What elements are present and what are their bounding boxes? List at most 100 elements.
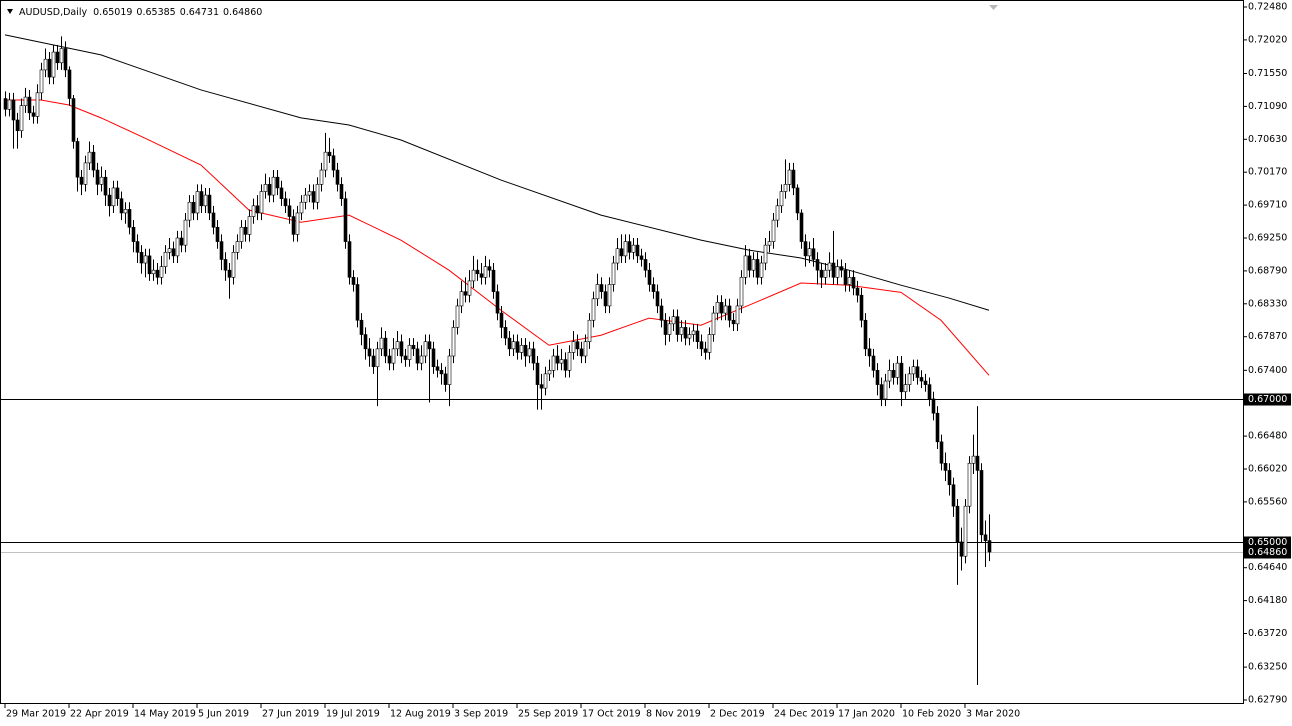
shift-marker[interactable] bbox=[989, 5, 998, 10]
candle-body bbox=[463, 291, 468, 296]
candle-body bbox=[495, 291, 500, 314]
candle-body bbox=[875, 370, 880, 385]
candle-body bbox=[35, 92, 40, 117]
candle-body bbox=[183, 219, 188, 246]
menu-triangle[interactable] bbox=[7, 9, 13, 14]
candle-body bbox=[67, 69, 72, 99]
candle-body bbox=[279, 187, 284, 199]
candle-body bbox=[711, 312, 716, 335]
candle-body bbox=[663, 319, 668, 335]
candle-body bbox=[163, 252, 168, 267]
candle-body bbox=[271, 176, 276, 196]
header-low: 0.64731 bbox=[180, 7, 219, 18]
candle-body bbox=[331, 155, 336, 171]
candle-body bbox=[767, 241, 772, 246]
candle-body bbox=[771, 219, 776, 242]
candle-body bbox=[547, 370, 552, 375]
candle-body bbox=[107, 194, 112, 207]
candle-body bbox=[523, 344, 528, 357]
candle-body bbox=[715, 302, 720, 314]
candle-body bbox=[619, 248, 624, 257]
symbol: AUDUSD,Daily bbox=[19, 7, 88, 18]
candle-body bbox=[535, 362, 540, 385]
candle-body bbox=[763, 244, 768, 264]
candle-body bbox=[7, 99, 12, 110]
candle-body bbox=[611, 262, 616, 285]
candle-body bbox=[639, 255, 644, 260]
candle-body bbox=[175, 237, 180, 257]
y-tick-label: 0.68330 bbox=[1248, 298, 1287, 309]
candle-body bbox=[511, 341, 516, 350]
candle-body bbox=[539, 384, 544, 389]
candle-body bbox=[603, 291, 608, 307]
y-tick-label: 0.66020 bbox=[1248, 464, 1287, 475]
candle-body bbox=[719, 302, 724, 314]
y-tick-label: 0.71090 bbox=[1248, 101, 1287, 112]
candle-body bbox=[659, 305, 664, 321]
candle-body bbox=[499, 312, 504, 328]
candle-body bbox=[295, 212, 300, 235]
candle-body bbox=[135, 241, 140, 253]
candle-body bbox=[103, 176, 108, 196]
candle-body bbox=[95, 169, 100, 185]
x-tick-label: 17 Oct 2019 bbox=[582, 709, 641, 720]
candle-body bbox=[623, 241, 628, 257]
candle-body bbox=[427, 341, 432, 350]
moving-average-line bbox=[4, 34, 990, 311]
y-tick-label: 0.72480 bbox=[1248, 2, 1287, 13]
candle-body bbox=[739, 277, 744, 307]
candle-body bbox=[967, 462, 972, 507]
x-tick-label: 29 Mar 2019 bbox=[6, 709, 66, 720]
candle-body bbox=[311, 191, 316, 203]
y-tick-label: 0.69710 bbox=[1248, 200, 1287, 211]
candle-body bbox=[51, 51, 56, 78]
candle-body bbox=[863, 319, 868, 350]
candle-body bbox=[231, 252, 236, 278]
candle-body bbox=[223, 259, 228, 271]
candle-body bbox=[795, 187, 800, 214]
candle-body bbox=[591, 298, 596, 321]
candle-body bbox=[811, 248, 816, 260]
candle-body bbox=[227, 269, 232, 278]
candle-body bbox=[847, 277, 852, 285]
candle-body bbox=[99, 176, 104, 185]
candle-body bbox=[27, 96, 32, 114]
y-tick-label: 0.67400 bbox=[1248, 365, 1287, 376]
candle-body bbox=[723, 305, 728, 314]
candle-body bbox=[319, 169, 324, 185]
candle-body bbox=[391, 348, 396, 364]
candle-body bbox=[839, 266, 844, 271]
candle-body bbox=[707, 334, 712, 353]
candle-body bbox=[267, 184, 272, 196]
candle-body bbox=[191, 201, 196, 214]
candle-body bbox=[115, 187, 120, 199]
candle-body bbox=[123, 209, 128, 214]
candle-body bbox=[127, 209, 132, 228]
candle-body bbox=[139, 252, 144, 264]
candle-body bbox=[743, 255, 748, 278]
plot-area bbox=[0, 34, 1243, 685]
candle-body bbox=[299, 201, 304, 214]
candle-body bbox=[43, 58, 48, 71]
candle-body bbox=[323, 151, 328, 171]
candle-body bbox=[759, 262, 764, 278]
candle-body bbox=[235, 241, 240, 253]
x-tick-label: 3 Sep 2019 bbox=[454, 709, 508, 720]
level-label: 0.67000 bbox=[1248, 394, 1287, 405]
candle-body bbox=[867, 348, 872, 357]
candle-body bbox=[239, 226, 244, 242]
candle-body bbox=[167, 248, 172, 253]
level-label-box bbox=[1244, 546, 1291, 559]
candle-body bbox=[571, 341, 576, 353]
candle-body bbox=[983, 534, 988, 541]
candle-body bbox=[251, 205, 256, 217]
candle-body bbox=[303, 194, 308, 203]
candle-body bbox=[143, 255, 148, 264]
candle-body bbox=[891, 370, 896, 378]
candle-body bbox=[243, 226, 248, 235]
candle-body bbox=[383, 337, 388, 357]
candle-body bbox=[23, 96, 28, 106]
candle-body bbox=[843, 269, 848, 285]
candle-body bbox=[195, 191, 200, 214]
candle-body bbox=[675, 316, 680, 335]
